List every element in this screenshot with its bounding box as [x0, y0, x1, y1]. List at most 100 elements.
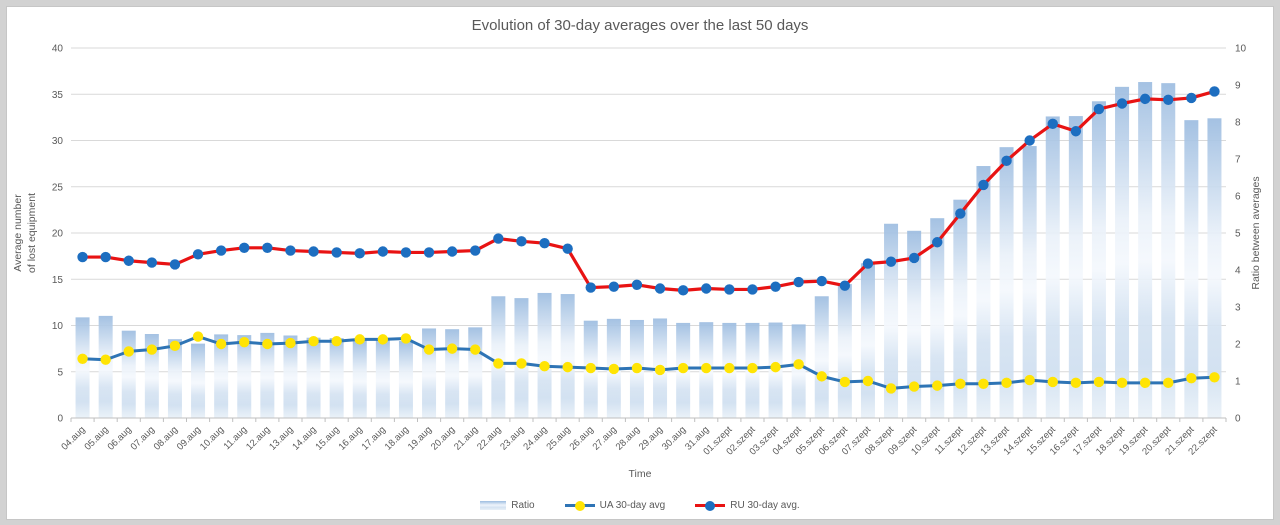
ua-marker [516, 358, 527, 369]
plot-area: 0 5 10 15 20 25 30 35 40 0 1 2 3 4 5 6 7 8 9 10 04.aug05.aug… [52, 44, 1247, 458]
ua-marker [308, 336, 319, 347]
ratio-bar [1207, 118, 1222, 419]
ratio-bar [1138, 82, 1153, 418]
x-tick-label: 12.aug [244, 424, 272, 452]
ratio-bar [976, 166, 991, 418]
ratio-bar [260, 332, 275, 418]
ru-marker [908, 252, 920, 264]
left-tick-label: 30 [52, 136, 64, 147]
ratio-bar [1045, 116, 1060, 418]
ua-marker [978, 378, 989, 389]
ua-marker [770, 361, 781, 373]
ru-marker [1047, 118, 1058, 130]
ua-marker [862, 375, 874, 387]
ua-marker [631, 362, 643, 374]
ratio-bar [445, 329, 460, 418]
ua-marker [885, 383, 897, 394]
ru-marker [932, 237, 943, 248]
ru-marker [862, 258, 874, 269]
ua-marker [1139, 377, 1151, 389]
ru-marker [470, 245, 481, 256]
ru-marker [262, 242, 273, 253]
right-tick-label: 10 [1235, 44, 1247, 55]
x-axis-tick-labels: 04.aug05.aug06.aug07.aug08.aug09.aug10.a… [59, 424, 1219, 457]
ru-line [82, 89, 1215, 292]
ua-marker [1116, 377, 1128, 389]
right-tick-label: 8 [1235, 118, 1241, 129]
ua-marker [654, 364, 666, 376]
ua-line [82, 335, 1215, 390]
right-tick-label: 5 [1235, 229, 1241, 240]
x-tick-label: 22.aug [475, 424, 503, 452]
right-axis-title: Ratio between averages [1250, 176, 1262, 289]
ru-marker [239, 242, 250, 253]
ua-marker [77, 353, 88, 364]
ru-marker [516, 236, 527, 247]
x-tick-label: 18.aug [383, 424, 411, 452]
ua-marker [470, 344, 481, 355]
left-tick-label: 40 [52, 44, 64, 55]
ua-marker [839, 376, 851, 388]
ru-marker [724, 284, 735, 295]
x-tick-label: 10.aug [198, 424, 226, 452]
ru-marker [1116, 98, 1128, 109]
x-tick-label: 04.aug [59, 424, 87, 452]
legend-ratio-label: Ratio [511, 500, 535, 511]
ru-marker [169, 259, 181, 270]
ratio-bar [306, 337, 321, 418]
x-tick-label: 09.aug [175, 424, 203, 452]
ratio-bar [814, 296, 829, 418]
ua-marker [747, 362, 758, 374]
ua-marker [1024, 374, 1035, 386]
legend-ua-label: UA 30-day avg [599, 500, 666, 511]
ru-marker [701, 283, 712, 294]
ratio-bar [144, 334, 159, 418]
ru-marker [677, 285, 689, 296]
ratio-bar [560, 294, 575, 418]
ua-marker [1209, 372, 1220, 383]
left-axis-title-line2: of lost equipment [26, 193, 38, 273]
x-axis-title: Time [628, 468, 652, 480]
right-tick-label: 4 [1235, 266, 1241, 277]
ua-marker [608, 363, 620, 375]
chart-plot: 0 5 10 15 20 25 30 35 40 0 1 2 3 4 5 6 7 8 9 10 04.aug05.aug… [12, 44, 1262, 458]
ratio-bar [907, 230, 922, 418]
ratio-bar [999, 147, 1014, 418]
ru-marker [1001, 155, 1012, 167]
ratio-bar [98, 315, 113, 418]
x-tick-label: 07.aug [129, 424, 157, 452]
ru-marker [608, 281, 620, 292]
ru-markers [77, 86, 1220, 296]
right-tick-label: 1 [1235, 377, 1241, 388]
ratio-bar [121, 330, 136, 418]
ratio-bar [375, 339, 390, 418]
ru-marker [146, 257, 158, 268]
ua-marker [354, 334, 365, 345]
right-tick-label: 6 [1235, 192, 1241, 203]
ua-marker [192, 331, 204, 342]
ru-marker [1139, 93, 1151, 105]
ru-marker [562, 243, 573, 254]
right-tick-label: 7 [1235, 155, 1241, 166]
ru-marker [377, 246, 389, 257]
ratio-bar [468, 327, 483, 418]
ru-marker [1024, 135, 1035, 146]
ru-marker [1093, 103, 1105, 115]
ru-marker [1209, 86, 1220, 97]
left-tick-label: 35 [52, 90, 64, 101]
ru-marker [770, 281, 781, 292]
ua-marker [1093, 376, 1105, 388]
legend: Ratio UA 30-day avg RU 30-day avg. [7, 500, 1273, 511]
x-tick-label: 27.aug [591, 424, 619, 452]
ru-marker [1163, 94, 1174, 106]
ratio-bar [167, 339, 182, 418]
ua-marker [562, 361, 573, 373]
ua-marker [585, 362, 596, 374]
x-tick-label: 21.aug [452, 424, 480, 452]
right-tick-label: 0 [1235, 414, 1241, 425]
legend-item-ua: UA 30-day avg [564, 500, 666, 511]
right-tick-label: 2 [1235, 340, 1241, 351]
ratio-bar [930, 218, 945, 418]
ru-marker [631, 279, 643, 290]
ratio-bar [214, 334, 229, 418]
